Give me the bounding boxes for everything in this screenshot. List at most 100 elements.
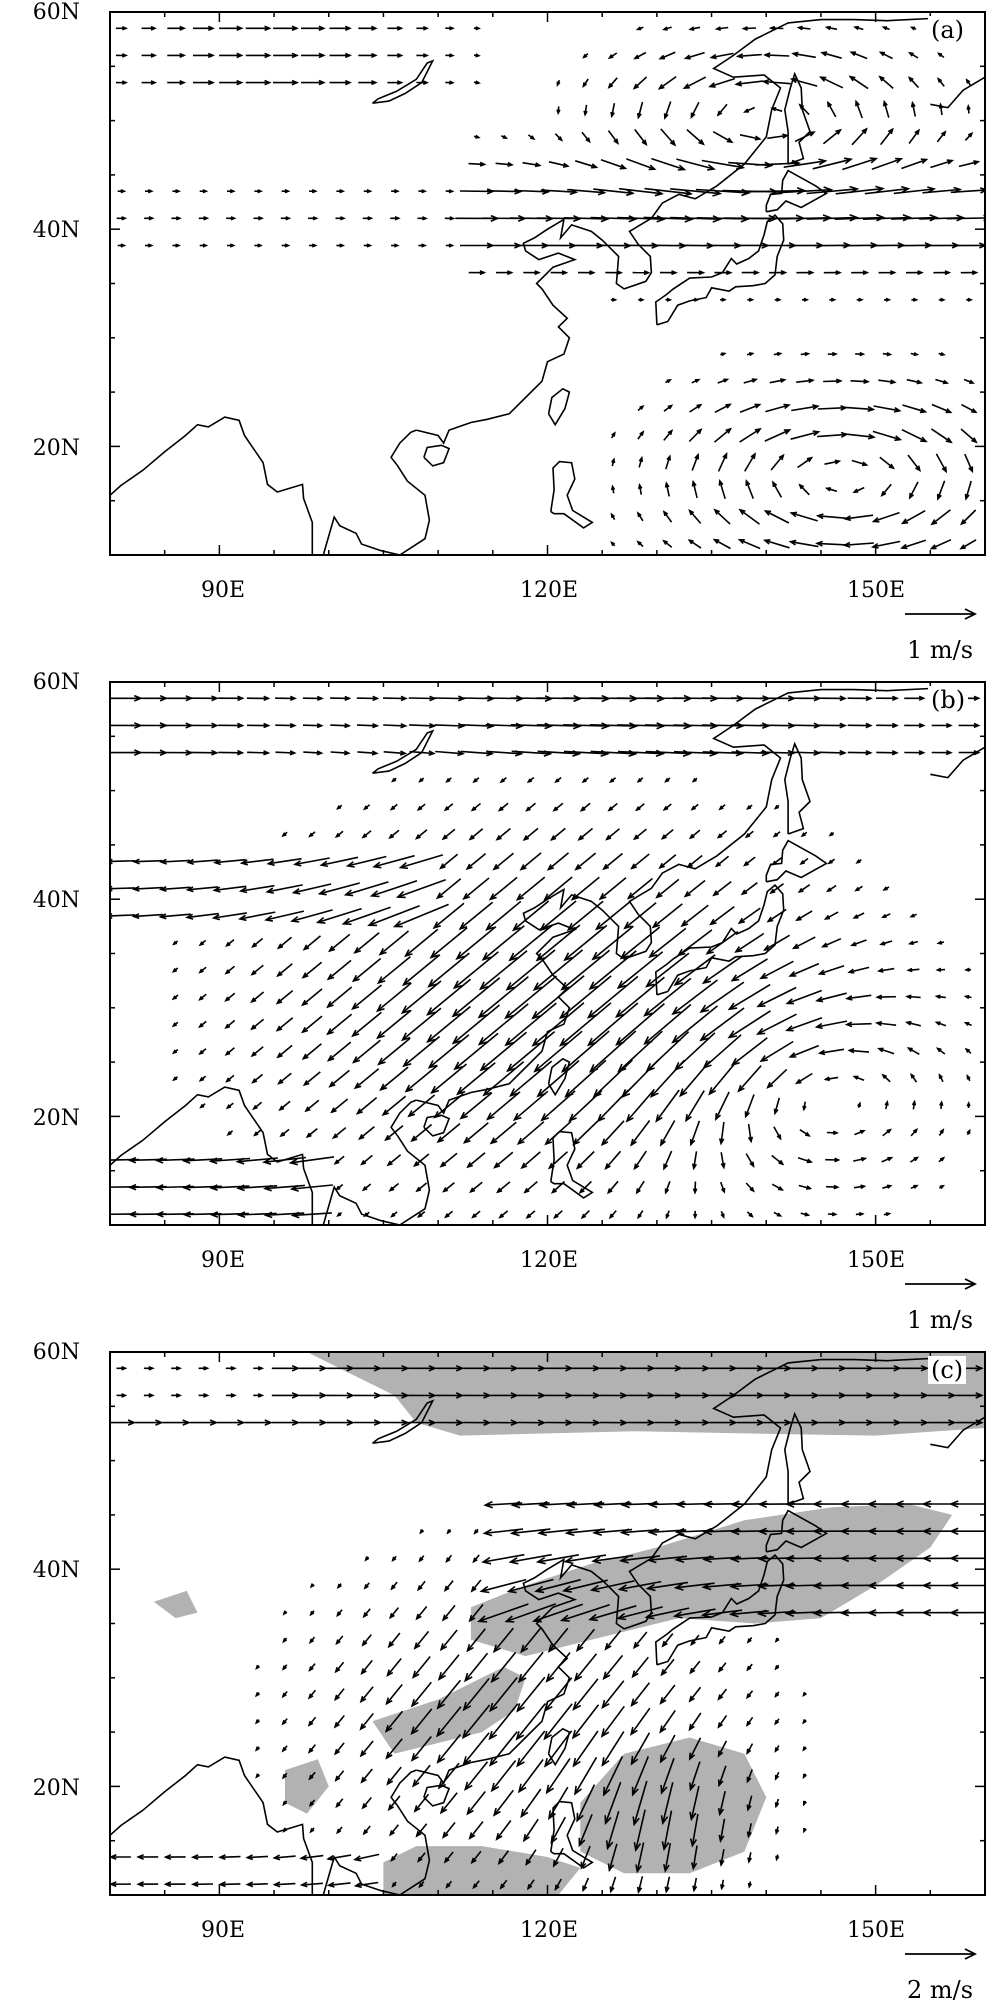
wind-vector — [604, 1150, 622, 1170]
coastline — [423, 444, 451, 467]
wind-vector — [554, 776, 562, 784]
wind-vector — [444, 1210, 454, 1219]
wind-vector — [691, 452, 700, 471]
wind-vector — [381, 1419, 410, 1426]
wind-vector — [727, 983, 771, 1011]
wind-vector — [276, 936, 293, 950]
wind-vector — [966, 1074, 971, 1082]
wind-vector — [115, 25, 129, 31]
wind-vector — [309, 1827, 315, 1834]
wind-vector — [333, 1714, 345, 1729]
wind-vector — [902, 404, 928, 414]
wind-vector — [485, 900, 522, 931]
wind-vector — [851, 270, 870, 276]
wind-vector — [741, 26, 757, 31]
wind-vector — [442, 1181, 455, 1193]
wind-vector — [691, 1845, 698, 1871]
wind-vector — [436, 1122, 461, 1144]
wind-vector — [856, 297, 864, 302]
wind-vector — [960, 509, 977, 526]
wind-vector — [326, 1041, 352, 1062]
wind-vector — [239, 858, 274, 866]
wind-vector — [770, 453, 785, 471]
wind-vector — [167, 80, 187, 86]
wind-vector — [273, 25, 299, 32]
wind-vector — [775, 1854, 780, 1862]
wind-vector — [731, 749, 771, 757]
wind-vector — [599, 1364, 629, 1372]
wind-vector — [199, 1103, 206, 1109]
wind-vector — [951, 242, 985, 249]
wind-vector — [408, 1364, 437, 1372]
wind-vector — [746, 1663, 753, 1672]
wind-vector — [799, 857, 809, 866]
wind-vector — [691, 479, 698, 499]
wind-vector — [387, 52, 404, 58]
wind-vector — [410, 1123, 433, 1143]
wind-vector — [171, 1048, 179, 1055]
wind-vector — [850, 939, 867, 947]
wind-vector — [190, 1854, 214, 1861]
wind-vector — [798, 483, 810, 496]
wind-vector — [911, 297, 919, 302]
wind-vector — [300, 1015, 323, 1034]
wind-vector — [824, 25, 838, 31]
wind-vector — [519, 852, 542, 871]
wind-vector — [379, 1066, 409, 1092]
wind-vector — [309, 243, 318, 248]
reference-arrow-a — [905, 608, 978, 620]
wind-vector — [718, 1121, 725, 1146]
wind-vector — [217, 1419, 246, 1426]
wind-vector — [701, 956, 742, 985]
wind-vector — [326, 1419, 355, 1426]
plot-frame — [109, 11, 986, 556]
wind-vector — [302, 1071, 321, 1087]
wind-vector — [462, 1732, 490, 1766]
wind-vector — [709, 52, 734, 60]
wind-vector — [580, 1210, 590, 1220]
wind-vector — [689, 1660, 701, 1675]
wind-vector — [445, 189, 455, 194]
wind-vector — [855, 351, 866, 357]
wind-vector — [253, 216, 264, 221]
wind-vector — [791, 51, 816, 59]
wind-vector — [716, 103, 728, 117]
wind-vector — [855, 859, 862, 864]
wind-vector — [486, 188, 523, 195]
wind-vector — [492, 1789, 514, 1817]
wind-vector — [948, 1527, 985, 1535]
wind-vector — [817, 1048, 845, 1056]
wind-vector — [764, 429, 792, 442]
wind-vector — [141, 53, 157, 58]
wind-vector — [662, 539, 673, 548]
wind-vector — [477, 1603, 529, 1623]
wind-vector — [362, 1608, 371, 1619]
wind-vector — [688, 1712, 702, 1732]
wind-vector — [225, 1365, 237, 1371]
wind-vector — [636, 1876, 644, 1895]
wind-vector — [199, 243, 209, 248]
wind-vector — [818, 695, 848, 702]
wind-vector — [688, 509, 702, 524]
wind-vector — [435, 1419, 465, 1426]
wind-vector — [171, 967, 179, 973]
wind-vector — [552, 1847, 564, 1868]
wind-vector — [198, 939, 207, 947]
wind-vector — [934, 994, 946, 999]
wind-vector — [110, 1881, 131, 1888]
wind-vector — [747, 1852, 752, 1864]
wind-vector — [515, 1702, 547, 1741]
wind-vector — [400, 980, 442, 1015]
wind-vector — [815, 540, 847, 547]
wind-vector — [308, 1771, 316, 1781]
wind-vector — [964, 967, 972, 972]
wind-vector — [872, 430, 903, 442]
wind-vector — [632, 270, 651, 276]
wind-vector — [116, 1393, 128, 1398]
wind-vector — [818, 1419, 848, 1426]
wind-vector — [226, 216, 237, 221]
wind-vector — [414, 829, 428, 840]
wind-vector — [671, 1005, 719, 1044]
wind-vector — [309, 1583, 315, 1589]
wind-vector — [797, 1156, 814, 1164]
